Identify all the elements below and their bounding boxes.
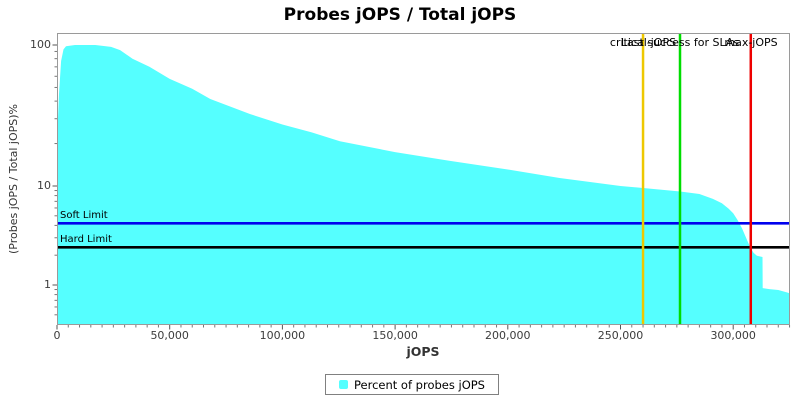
plot-border — [57, 33, 790, 325]
soft-limit-label: Soft Limit — [60, 210, 108, 221]
series-swatch-icon — [339, 380, 348, 389]
chart-title: Probes jOPS / Total jOPS — [283, 5, 517, 25]
y-tick-label: 1 — [44, 278, 51, 291]
marker-label-last-success-for-slas: Last success for SLAs — [620, 36, 740, 49]
area-series — [57, 45, 790, 325]
marker-label-critical-jops: critical-jOPS — [609, 36, 677, 49]
x-tick-label: 250,000 — [597, 329, 644, 342]
legend: Percent of probes jOPS — [325, 374, 499, 395]
x-tick-label: 300,000 — [710, 329, 756, 342]
legend-label: Percent of probes jOPS — [354, 377, 485, 392]
y-tick-label: 100 — [30, 38, 51, 51]
x-tick-label: 100,000 — [259, 329, 306, 342]
hard-limit-label: Hard Limit — [60, 234, 112, 245]
x-tick-label: 150,000 — [372, 329, 418, 342]
x-tick-label: 200,000 — [485, 329, 531, 342]
marker-label-max-jops: max-jOPS — [724, 36, 778, 49]
x-axis-title: jOPS — [406, 344, 440, 359]
y-tick-label: 10 — [37, 179, 51, 192]
x-tick-label: 0 — [53, 329, 61, 342]
x-tick-label: 50,000 — [150, 329, 189, 342]
